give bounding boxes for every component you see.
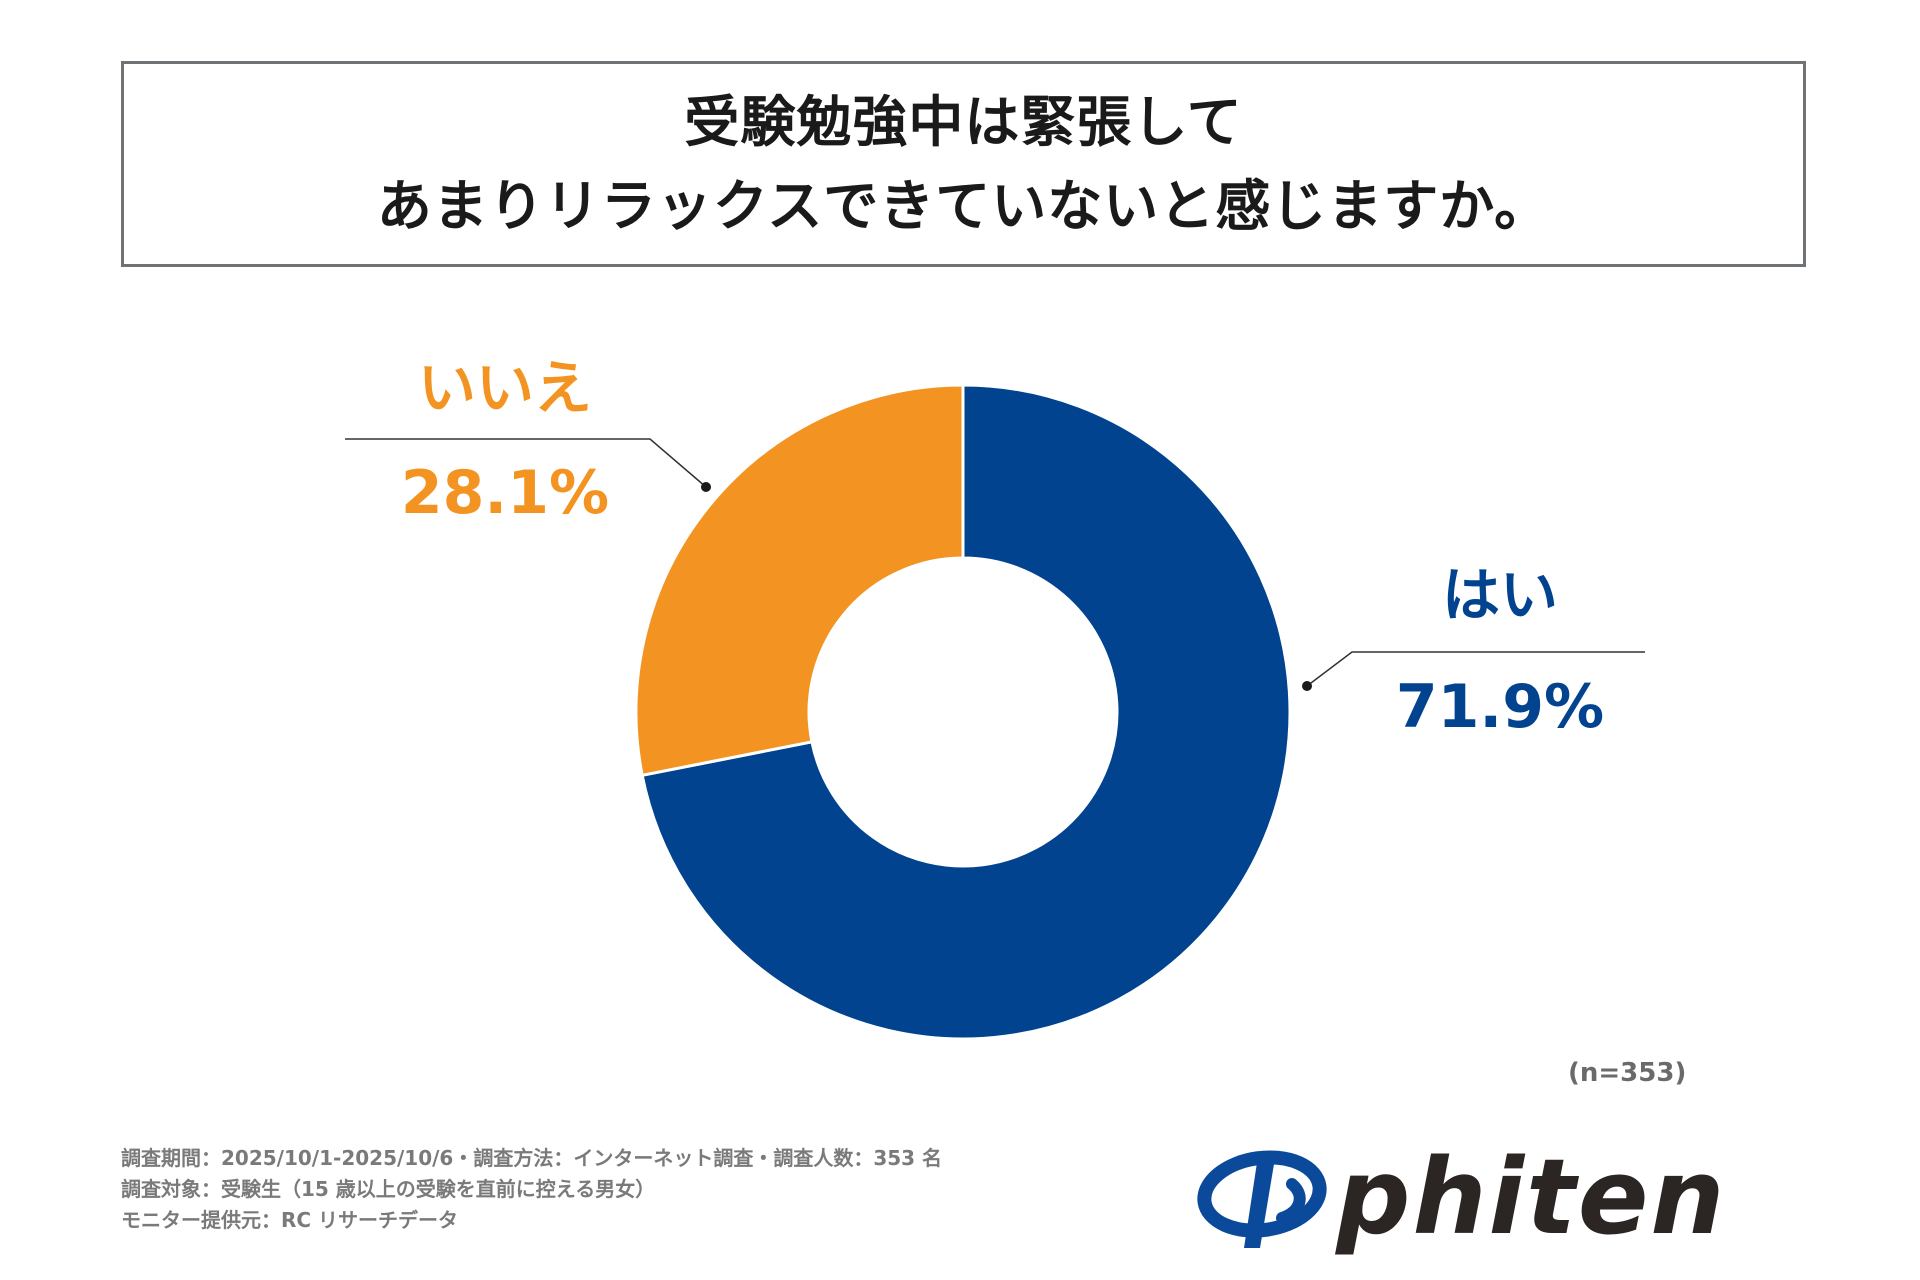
survey-footnotes: 調査期間：2025/10/1-2025/10/6・調査方法：インターネット調査・… bbox=[121, 1143, 942, 1236]
leader-dot-no bbox=[701, 482, 711, 492]
phiten-logo: phiten bbox=[1196, 1142, 1816, 1252]
leader-line-yes bbox=[1306, 651, 1645, 687]
leader-dot-yes bbox=[1302, 681, 1312, 691]
donut-slice-no bbox=[634, 383, 965, 778]
sample-size-label: (n=353) bbox=[1568, 1058, 1687, 1088]
phiten-swoosh-logo-icon bbox=[1197, 1150, 1327, 1248]
leader-line-no bbox=[345, 438, 707, 488]
slice-label-no: いいえ bbox=[418, 354, 592, 422]
chart-title-line-1: 受験勉強中は緊張して bbox=[684, 90, 1243, 154]
chart-title-line-2: あまりリラックスできていないと感じますか。 bbox=[376, 174, 1551, 238]
footnote-monitor-provider: モニター提供元：RC リサーチデータ bbox=[121, 1208, 459, 1232]
slice-value-yes: 71.9% bbox=[1396, 672, 1604, 742]
donut-slice-yes bbox=[640, 383, 1292, 1041]
title-box: 受験勉強中は緊張して あまりリラックスできていないと感じますか。 bbox=[121, 61, 1806, 267]
phiten-wordmark: phiten bbox=[1336, 1136, 1727, 1258]
footnote-survey-period: 調査期間：2025/10/1-2025/10/6・調査方法：インターネット調査・… bbox=[121, 1146, 943, 1170]
slice-label-yes: はい bbox=[1442, 561, 1558, 629]
slice-value-no: 28.1% bbox=[401, 458, 609, 528]
footnote-survey-target: 調査対象：受験生（15 歳以上の受験を直前に控える男女） bbox=[121, 1177, 656, 1201]
